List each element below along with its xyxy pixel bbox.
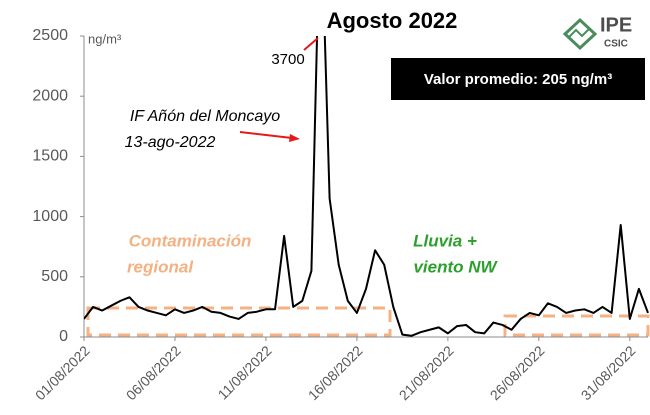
mean-box <box>391 58 645 100</box>
y-tick-label: 0 <box>59 328 68 345</box>
logo-text: IPE <box>600 14 632 36</box>
series-line <box>84 36 649 337</box>
x-tick-label: 31/08/2022 <box>578 342 639 403</box>
x-tick-label: 06/08/2022 <box>123 342 184 403</box>
logo-text: CSIC <box>604 39 628 50</box>
chart-title: Agosto 2022 <box>327 8 458 33</box>
x-tick-label: 01/08/2022 <box>32 342 93 403</box>
y-tick-label: 500 <box>41 268 68 285</box>
region-box <box>503 314 650 337</box>
y-tick-label: 1500 <box>32 148 68 165</box>
annotation: IF Añón del Moncayo <box>130 108 280 125</box>
annotation: regional <box>127 257 194 276</box>
annotation: viento NW <box>413 257 498 276</box>
x-tick-label: 26/08/2022 <box>487 342 548 403</box>
x-tick-label: 11/08/2022 <box>215 342 275 402</box>
y-tick-label: 2000 <box>32 87 68 104</box>
annotation: 13-ago-2022 <box>125 134 216 151</box>
plot <box>84 36 649 337</box>
arrow-head <box>289 134 300 142</box>
unit-label: ng/m³ <box>88 31 122 46</box>
x-tick-label: 16/08/2022 <box>305 342 366 403</box>
y-tick-label: 2500 <box>32 27 68 44</box>
peak-label: 3700 <box>271 51 304 68</box>
arrow <box>239 131 293 139</box>
x-tick-label: 21/08/2022 <box>396 342 457 403</box>
mean-label: Valor promedio: 205 ng/m³ <box>424 71 612 88</box>
y-tick-label: 1000 <box>32 208 68 225</box>
logo: IPE CSIC <box>562 14 632 51</box>
region-box <box>86 306 392 337</box>
annotation: Lluvia + <box>413 231 477 250</box>
peak-arrow <box>303 37 319 51</box>
annotation: Contaminación <box>129 231 252 250</box>
